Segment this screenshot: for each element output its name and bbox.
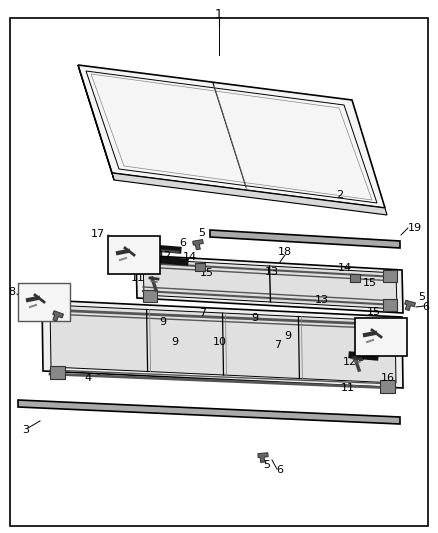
Text: 13: 13	[265, 267, 279, 277]
Polygon shape	[78, 65, 114, 180]
Text: 5: 5	[52, 303, 59, 313]
Text: 17: 17	[91, 229, 105, 239]
Text: 10: 10	[213, 337, 227, 347]
Text: 9: 9	[251, 313, 258, 323]
Polygon shape	[405, 300, 415, 311]
Polygon shape	[136, 255, 403, 313]
Bar	[380, 380, 395, 393]
Text: 9: 9	[159, 317, 166, 327]
Text: 15: 15	[367, 307, 381, 317]
Text: 6: 6	[423, 302, 430, 312]
Text: 5: 5	[198, 228, 205, 238]
Polygon shape	[112, 173, 387, 215]
Bar	[350, 274, 360, 282]
Bar	[143, 290, 157, 302]
Text: 16: 16	[381, 373, 395, 383]
Text: 2: 2	[336, 190, 343, 200]
Text: 3: 3	[22, 425, 29, 435]
Text: 15: 15	[363, 278, 377, 288]
Text: 8: 8	[8, 287, 15, 297]
Text: 11: 11	[131, 273, 145, 283]
Text: 11: 11	[341, 383, 355, 393]
Polygon shape	[193, 239, 203, 250]
Text: 15: 15	[352, 353, 366, 363]
Text: 6: 6	[45, 313, 52, 323]
Text: 5: 5	[418, 292, 425, 302]
Text: 12: 12	[343, 357, 357, 367]
Bar	[195, 263, 205, 271]
Bar	[383, 270, 397, 282]
Bar	[18, 283, 70, 321]
Text: 1: 1	[215, 9, 223, 21]
Polygon shape	[210, 230, 400, 248]
Bar	[380, 319, 395, 332]
Bar	[50, 303, 65, 316]
Bar	[50, 366, 65, 379]
Text: 14: 14	[338, 263, 352, 273]
Text: 9: 9	[171, 337, 179, 347]
Bar	[383, 299, 397, 311]
Text: 4: 4	[85, 373, 92, 383]
Text: 15: 15	[200, 268, 214, 278]
Polygon shape	[258, 453, 268, 463]
Polygon shape	[78, 65, 385, 208]
Text: 7: 7	[275, 340, 282, 350]
Text: 14: 14	[183, 252, 197, 262]
Text: 18: 18	[278, 247, 292, 257]
Text: 5: 5	[264, 460, 271, 470]
Bar	[108, 236, 160, 274]
Bar	[355, 318, 407, 356]
Text: 7: 7	[199, 308, 207, 318]
Text: 13: 13	[315, 295, 329, 305]
Polygon shape	[53, 311, 64, 321]
Text: 19: 19	[408, 223, 422, 233]
Polygon shape	[143, 259, 397, 309]
Bar	[143, 259, 157, 271]
Text: 6: 6	[180, 238, 187, 248]
Polygon shape	[50, 305, 396, 383]
Text: 6: 6	[276, 465, 283, 475]
Polygon shape	[42, 300, 403, 388]
Text: 9: 9	[284, 331, 292, 341]
Text: 12: 12	[158, 251, 172, 261]
Polygon shape	[18, 400, 400, 424]
